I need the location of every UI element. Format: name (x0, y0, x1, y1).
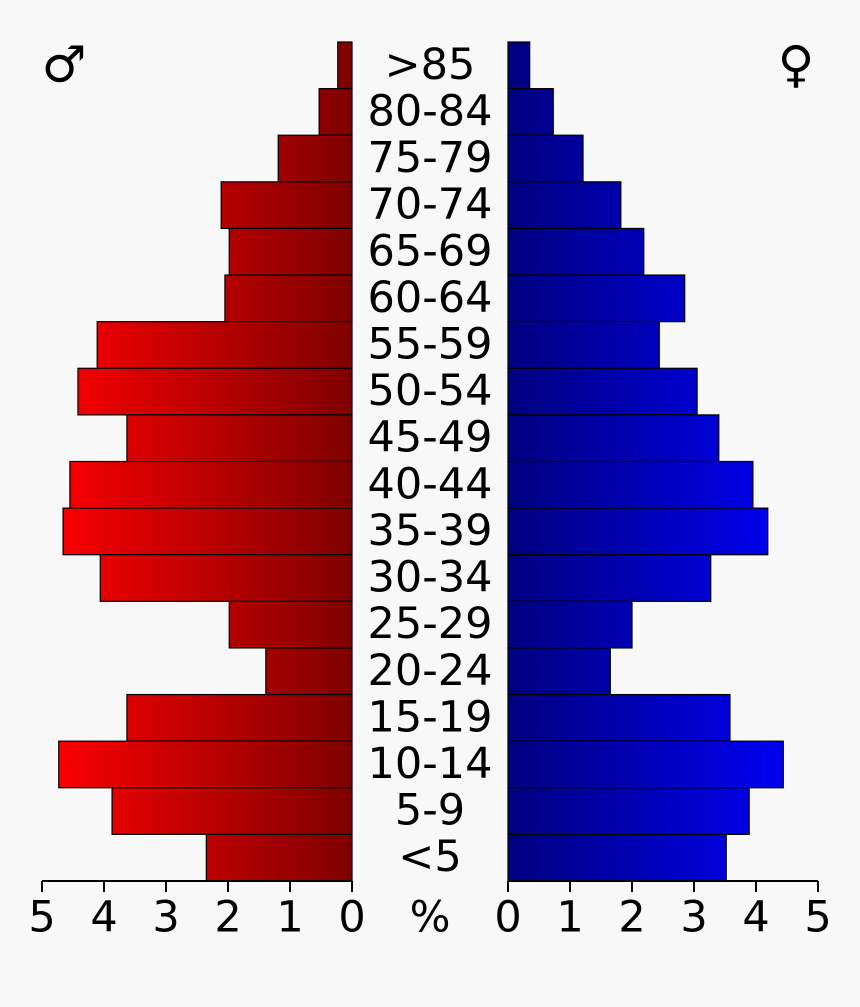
x-axis-label: % (410, 893, 451, 943)
age-label: 5-9 (395, 786, 465, 836)
age-label: 70-74 (368, 180, 493, 230)
male-symbol: ♂ (42, 36, 87, 94)
age-label: 50-54 (368, 366, 493, 416)
age-label: 40-44 (368, 459, 493, 509)
female-bar (507, 554, 712, 602)
male-bar (111, 787, 353, 835)
male-bar (224, 274, 353, 323)
female-symbol: ♀ (778, 36, 815, 94)
age-label: 65-69 (368, 226, 493, 276)
age-label: 45-49 (368, 413, 493, 463)
age-label: 35-39 (368, 506, 493, 556)
female-bar (507, 460, 754, 509)
male-bar (318, 88, 353, 136)
age-label: 80-84 (368, 86, 493, 136)
male-bar (62, 507, 353, 556)
age-label: 10-14 (368, 739, 493, 789)
male-bar (277, 134, 353, 183)
male-bar (228, 600, 353, 649)
male-bar (205, 833, 353, 882)
male-bar (126, 414, 353, 463)
female-bar (507, 321, 660, 369)
female-bar (507, 88, 554, 136)
female-bar (507, 600, 633, 649)
age-label: 25-29 (368, 599, 493, 649)
female-bar (507, 181, 622, 230)
female-tick-label: 2 (618, 893, 645, 943)
female-bar (507, 693, 731, 742)
female-bar (507, 647, 611, 696)
age-label: 55-59 (368, 319, 493, 369)
male-bar (265, 647, 353, 696)
female-bar (507, 367, 698, 416)
female-bar (507, 507, 769, 556)
age-label: 60-64 (368, 273, 493, 323)
male-bar (220, 181, 353, 230)
male-bar (99, 554, 353, 602)
male-bar (77, 367, 353, 416)
female-tick-label: 0 (494, 893, 521, 943)
male-tick-label: 5 (28, 893, 55, 943)
male-bar (126, 693, 353, 742)
female-bar (507, 414, 720, 463)
male-bar (337, 41, 353, 90)
age-label: 75-79 (368, 133, 493, 183)
male-tick-label: 1 (276, 893, 303, 943)
male-bar (58, 740, 353, 789)
male-bar (69, 460, 353, 509)
age-label: 30-34 (368, 553, 493, 603)
female-bar (507, 274, 686, 323)
female-bar (507, 134, 584, 183)
female-bar (507, 833, 727, 882)
age-label: <5 (398, 832, 461, 882)
female-bar (507, 787, 750, 835)
male-tick-label: 4 (90, 893, 117, 943)
female-bar (507, 41, 531, 90)
female-tick-label: 3 (680, 893, 707, 943)
age-label: >85 (385, 40, 476, 90)
female-bar (507, 740, 784, 789)
female-bar (507, 227, 645, 276)
male-bar (96, 321, 353, 369)
female-tick-label: 1 (556, 893, 583, 943)
male-tick-label: 3 (152, 893, 179, 943)
male-tick-label: 0 (338, 893, 365, 943)
age-label: 20-24 (368, 646, 493, 696)
female-tick-label: 4 (742, 893, 769, 943)
age-label: 15-19 (368, 692, 493, 742)
female-tick-label: 5 (804, 893, 831, 943)
male-bar (228, 227, 353, 276)
male-tick-label: 2 (214, 893, 241, 943)
